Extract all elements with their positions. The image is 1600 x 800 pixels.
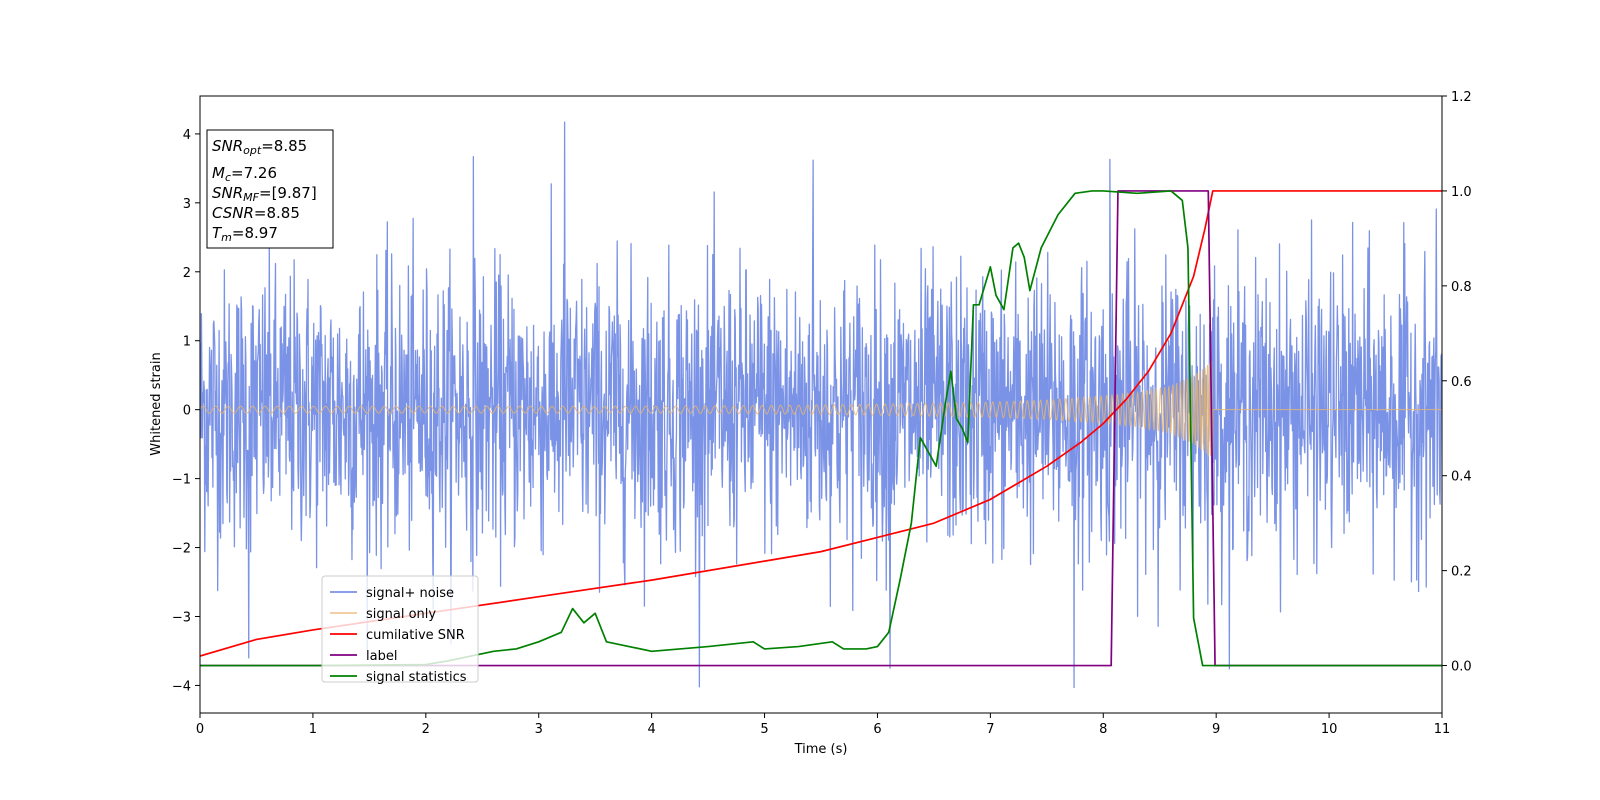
x-axis-ticks: 0 1 2 3 4 5 6 7 8 9 10 11 — [196, 713, 1450, 737]
x-axis-label: Time (s) — [794, 742, 848, 757]
info-line: Tm=8.97 — [212, 224, 278, 244]
x-tick-label: 6 — [873, 722, 881, 737]
series-line-signal-only — [200, 360, 1442, 462]
plot-frame — [199, 95, 1443, 714]
left-y-tick-label: 2 — [183, 266, 191, 281]
info-symbol: T — [212, 224, 223, 242]
x-tick-label: 3 — [535, 722, 543, 737]
x-tick-label: 8 — [1099, 722, 1107, 737]
left-y-tick-label: −4 — [172, 679, 191, 694]
info-value: =8.97 — [232, 224, 278, 242]
x-tick-label: 4 — [647, 722, 655, 737]
legend-label-label: label — [366, 649, 397, 664]
x-tick-label: 0 — [196, 722, 204, 737]
info-box-frame — [206, 129, 334, 249]
legend-label-signal-statistics: signal statistics — [366, 670, 467, 685]
right-y-tick-label: 0.0 — [1451, 660, 1472, 675]
right-y-tick-label: 0.8 — [1451, 280, 1472, 295]
y-axis-label: Whitened strain — [149, 352, 164, 455]
left-y-tick-label: 1 — [183, 335, 191, 350]
x-tick-label: 9 — [1212, 722, 1220, 737]
left-y-tick-label: 0 — [183, 404, 191, 419]
right-y-tick-label: 0.6 — [1451, 375, 1472, 390]
x-tick-label: 5 — [760, 722, 768, 737]
info-subscript: c — [225, 171, 231, 184]
left-y-tick-label: 3 — [183, 197, 191, 212]
left-y-tick-label: −1 — [172, 473, 191, 488]
right-y-tick-label: 0.4 — [1451, 470, 1472, 485]
left-y-tick-label: −2 — [172, 542, 191, 557]
info-subscript: m — [221, 231, 232, 244]
series-signal-only — [200, 360, 1442, 462]
left-y-tick-label: 4 — [183, 128, 191, 143]
right-y-tick-label: 1.2 — [1451, 90, 1472, 105]
info-value: =8.85 — [261, 137, 307, 155]
left-y-tick-label: −3 — [172, 610, 191, 625]
series-signal-noise — [200, 121, 1442, 689]
legend-label-cumilative-snr: cumilative SNR — [366, 628, 465, 643]
right-y-axis-ticks: 0.0 0.2 0.4 0.6 0.8 1.0 1.2 — [1442, 90, 1472, 675]
info-box: SNRopt=8.85Mc=7.26SNRMF=[9.87]CSNR=8.85T… — [206, 129, 334, 249]
info-line: Mc=7.26 — [212, 164, 277, 184]
info-symbol: SNR — [212, 184, 243, 202]
info-line: SNRMF=[9.87] — [212, 184, 317, 204]
x-tick-label: 11 — [1434, 722, 1451, 737]
series-line-signal-noise — [200, 121, 1442, 689]
left-y-axis-ticks: −4 −3 −2 −1 0 1 2 3 4 — [172, 128, 200, 694]
series-line-signal-statistics — [200, 190, 1442, 667]
x-tick-label: 7 — [986, 722, 994, 737]
info-symbol: SNR — [212, 137, 243, 155]
info-value: =8.85 — [254, 204, 300, 222]
info-symbol: M — [212, 164, 225, 182]
x-tick-label: 1 — [309, 722, 317, 737]
legend-frame — [321, 575, 479, 683]
legend-label-signal-only: signal only — [366, 607, 436, 622]
legend-label-signal-noise: signal+ noise — [366, 586, 454, 601]
right-y-tick-label: 0.2 — [1451, 565, 1472, 580]
legend: signal+ noise signal only cumilative SNR la… — [321, 575, 479, 685]
info-value: =[9.87] — [259, 184, 317, 202]
info-line: SNRopt=8.85 — [212, 137, 307, 157]
info-subscript: opt — [243, 144, 262, 157]
info-value: =7.26 — [231, 164, 277, 182]
info-symbol: CSNR — [212, 204, 254, 222]
info-line: CSNR=8.85 — [212, 204, 300, 222]
x-tick-label: 2 — [422, 722, 430, 737]
x-tick-label: 10 — [1321, 722, 1338, 737]
info-subscript: MF — [243, 191, 259, 204]
right-y-tick-label: 1.0 — [1451, 185, 1472, 200]
